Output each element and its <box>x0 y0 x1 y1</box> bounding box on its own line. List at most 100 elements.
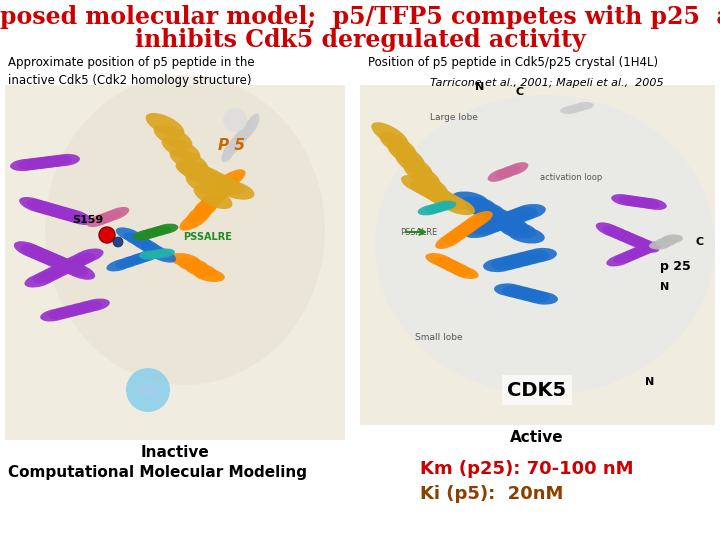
Ellipse shape <box>510 204 546 220</box>
Ellipse shape <box>176 160 215 180</box>
Ellipse shape <box>494 210 530 226</box>
Ellipse shape <box>613 251 641 264</box>
Ellipse shape <box>196 170 235 190</box>
Ellipse shape <box>627 245 654 258</box>
Ellipse shape <box>595 222 624 238</box>
Ellipse shape <box>459 197 497 213</box>
Ellipse shape <box>65 253 96 267</box>
Ellipse shape <box>153 248 175 258</box>
Ellipse shape <box>116 227 144 242</box>
Ellipse shape <box>487 168 513 182</box>
Ellipse shape <box>606 254 634 266</box>
Ellipse shape <box>403 162 441 188</box>
Ellipse shape <box>185 263 217 277</box>
Ellipse shape <box>507 226 545 244</box>
Ellipse shape <box>639 198 667 210</box>
Circle shape <box>113 237 123 247</box>
Ellipse shape <box>486 213 522 229</box>
Ellipse shape <box>63 262 95 280</box>
Ellipse shape <box>617 231 645 247</box>
Ellipse shape <box>32 268 63 284</box>
Ellipse shape <box>24 273 55 287</box>
Ellipse shape <box>40 265 71 280</box>
Ellipse shape <box>49 256 81 274</box>
Ellipse shape <box>625 196 653 208</box>
Ellipse shape <box>64 302 94 315</box>
Ellipse shape <box>456 216 486 234</box>
Ellipse shape <box>194 193 225 214</box>
Ellipse shape <box>567 104 587 112</box>
Ellipse shape <box>26 157 56 169</box>
Ellipse shape <box>437 195 475 215</box>
Text: Proposed molecular model;  p5/TFP5 competes with p25  and: Proposed molecular model; p5/TFP5 compet… <box>0 5 720 29</box>
Ellipse shape <box>42 155 72 167</box>
Ellipse shape <box>387 142 425 168</box>
Ellipse shape <box>40 308 70 321</box>
Ellipse shape <box>169 253 201 267</box>
Ellipse shape <box>470 219 505 235</box>
Ellipse shape <box>502 285 534 299</box>
Ellipse shape <box>634 241 662 254</box>
Ellipse shape <box>33 201 65 217</box>
Ellipse shape <box>610 228 638 244</box>
Ellipse shape <box>401 175 439 195</box>
Ellipse shape <box>475 206 513 224</box>
Ellipse shape <box>507 252 541 266</box>
Ellipse shape <box>463 211 492 229</box>
Ellipse shape <box>170 149 208 173</box>
Ellipse shape <box>526 292 558 305</box>
Ellipse shape <box>186 201 217 222</box>
Ellipse shape <box>451 192 489 208</box>
Ellipse shape <box>139 251 161 260</box>
Ellipse shape <box>621 247 647 260</box>
Ellipse shape <box>200 185 232 207</box>
Ellipse shape <box>205 176 245 195</box>
Ellipse shape <box>499 254 533 268</box>
Ellipse shape <box>153 125 192 149</box>
Ellipse shape <box>72 301 102 313</box>
Ellipse shape <box>147 226 171 237</box>
Ellipse shape <box>449 221 479 239</box>
Text: P 5: P 5 <box>218 138 246 152</box>
Ellipse shape <box>624 234 652 249</box>
Ellipse shape <box>661 234 683 244</box>
Ellipse shape <box>40 203 72 219</box>
Ellipse shape <box>491 256 525 270</box>
Ellipse shape <box>419 182 456 208</box>
Ellipse shape <box>372 122 409 148</box>
Ellipse shape <box>95 210 121 224</box>
Ellipse shape <box>503 207 538 223</box>
Ellipse shape <box>186 173 225 197</box>
Ellipse shape <box>499 221 537 239</box>
Ellipse shape <box>410 180 448 200</box>
Ellipse shape <box>115 255 143 268</box>
FancyBboxPatch shape <box>360 85 715 425</box>
Text: N: N <box>660 282 670 292</box>
Ellipse shape <box>419 185 457 205</box>
Ellipse shape <box>18 158 48 170</box>
Ellipse shape <box>54 207 86 223</box>
Ellipse shape <box>503 162 528 176</box>
Ellipse shape <box>132 230 158 240</box>
Ellipse shape <box>21 244 53 262</box>
Ellipse shape <box>186 165 225 185</box>
Ellipse shape <box>655 238 677 247</box>
Ellipse shape <box>518 289 550 302</box>
Ellipse shape <box>56 259 88 277</box>
Ellipse shape <box>26 199 58 215</box>
Ellipse shape <box>45 75 325 385</box>
Text: Large lobe: Large lobe <box>430 113 478 122</box>
Ellipse shape <box>632 197 660 209</box>
Text: Inactive: Inactive <box>140 445 210 460</box>
Ellipse shape <box>178 161 217 185</box>
Ellipse shape <box>418 205 442 215</box>
Ellipse shape <box>649 240 671 249</box>
Ellipse shape <box>193 268 225 282</box>
Circle shape <box>99 227 115 243</box>
Ellipse shape <box>19 197 51 213</box>
Ellipse shape <box>153 224 179 234</box>
Ellipse shape <box>228 130 246 154</box>
Ellipse shape <box>56 305 86 318</box>
Ellipse shape <box>132 238 161 253</box>
Text: C: C <box>516 87 524 97</box>
